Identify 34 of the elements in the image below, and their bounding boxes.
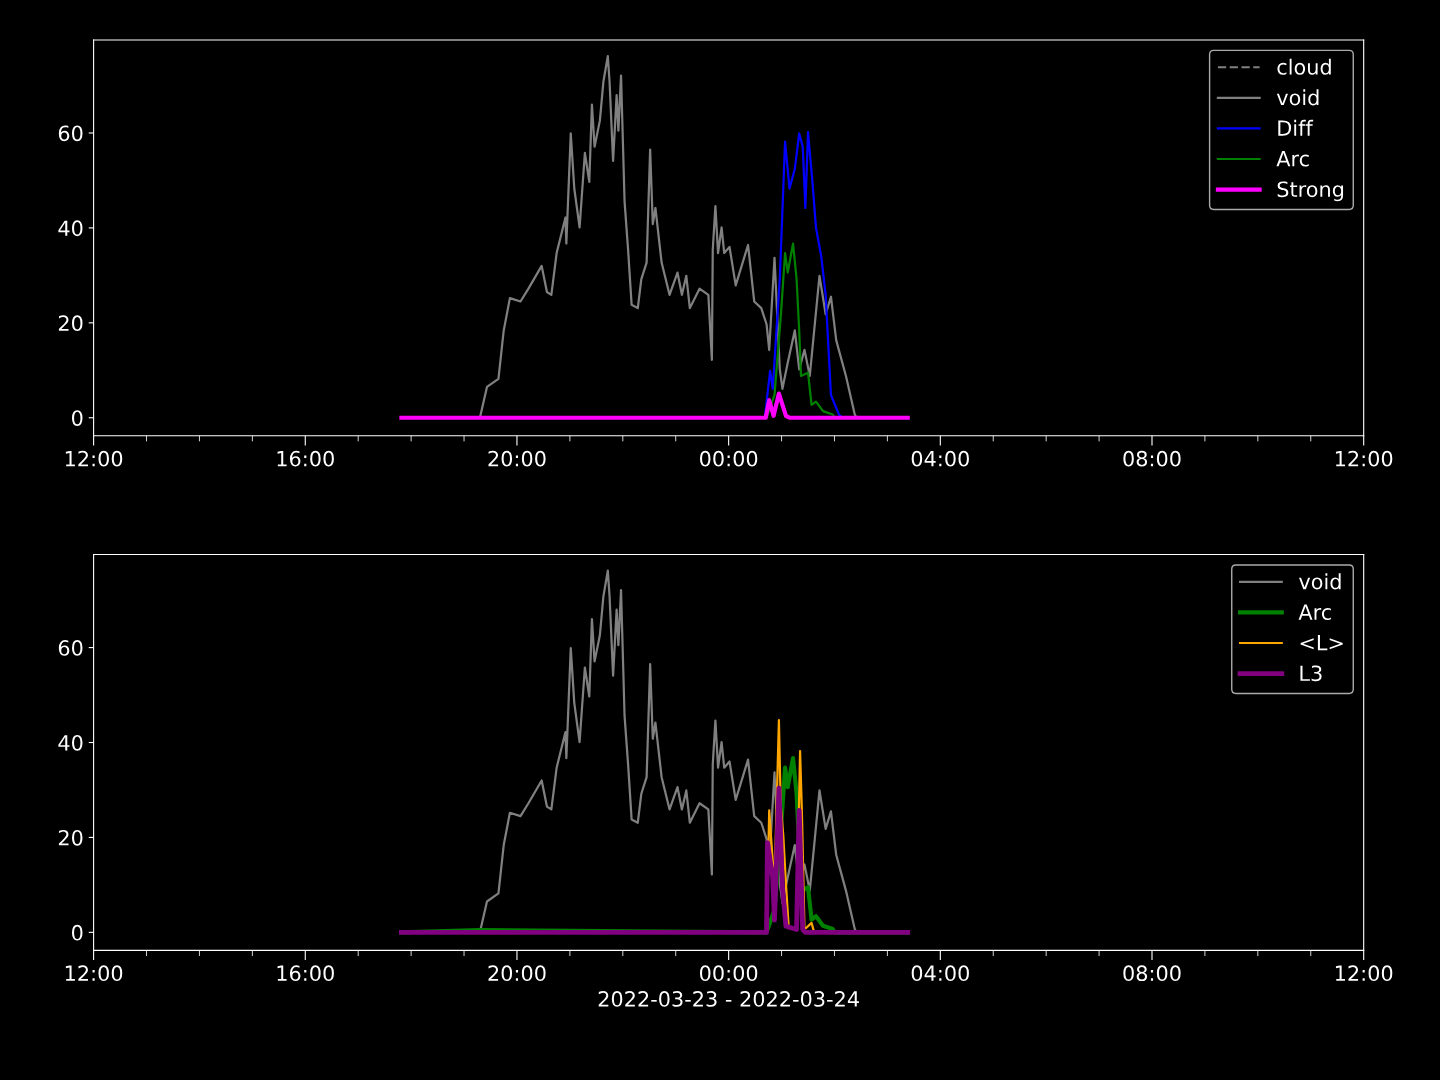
y-tick-label: 0: [72, 924, 83, 941]
x-tick-label: 16:00: [277, 965, 334, 982]
line-series: [398, 785, 911, 935]
x-tick-label: 04:00: [911, 965, 969, 982]
legend-label: Diff: [1278, 119, 1314, 136]
legend-label: Arc: [1276, 151, 1309, 167]
y-tick-label: 60: [58, 125, 83, 142]
x-tick-label: 16:00: [277, 450, 334, 467]
x-tick-label: 20:00: [488, 450, 546, 467]
x-tick-label: 12:00: [65, 450, 123, 467]
legend-label: L3: [1300, 665, 1322, 682]
legend-label: Strong: [1277, 181, 1344, 202]
y-tick-label: 20: [58, 315, 83, 332]
legend-label: void: [1276, 89, 1319, 106]
legend-label: cloud: [1277, 58, 1331, 75]
y-tick-label: 40: [58, 734, 83, 751]
y-tick-label: 20: [58, 829, 83, 846]
x-tick-label: 00:00: [699, 965, 758, 982]
x-axis-title: 2022-03-23 - 2022-03-24: [598, 991, 859, 1007]
legend-label: <L>: [1300, 635, 1343, 651]
line-series: [399, 391, 910, 420]
x-tick-label: 12:00: [1335, 450, 1393, 467]
y-tick-label: 0: [72, 410, 83, 426]
x-tick-label: 00:00: [699, 450, 758, 467]
x-tick-label: 08:00: [1123, 450, 1181, 467]
x-tick-label: 12:00: [1335, 965, 1393, 982]
x-tick-label: 08:00: [1123, 965, 1181, 982]
y-tick-label: 60: [58, 640, 83, 656]
legend-label: void: [1299, 573, 1341, 590]
legend-label: Arc: [1298, 604, 1331, 621]
y-tick-label: 40: [58, 220, 83, 237]
x-tick-label: 12:00: [65, 965, 123, 982]
x-tick-label: 20:00: [488, 965, 546, 982]
x-tick-label: 04:00: [911, 450, 969, 467]
